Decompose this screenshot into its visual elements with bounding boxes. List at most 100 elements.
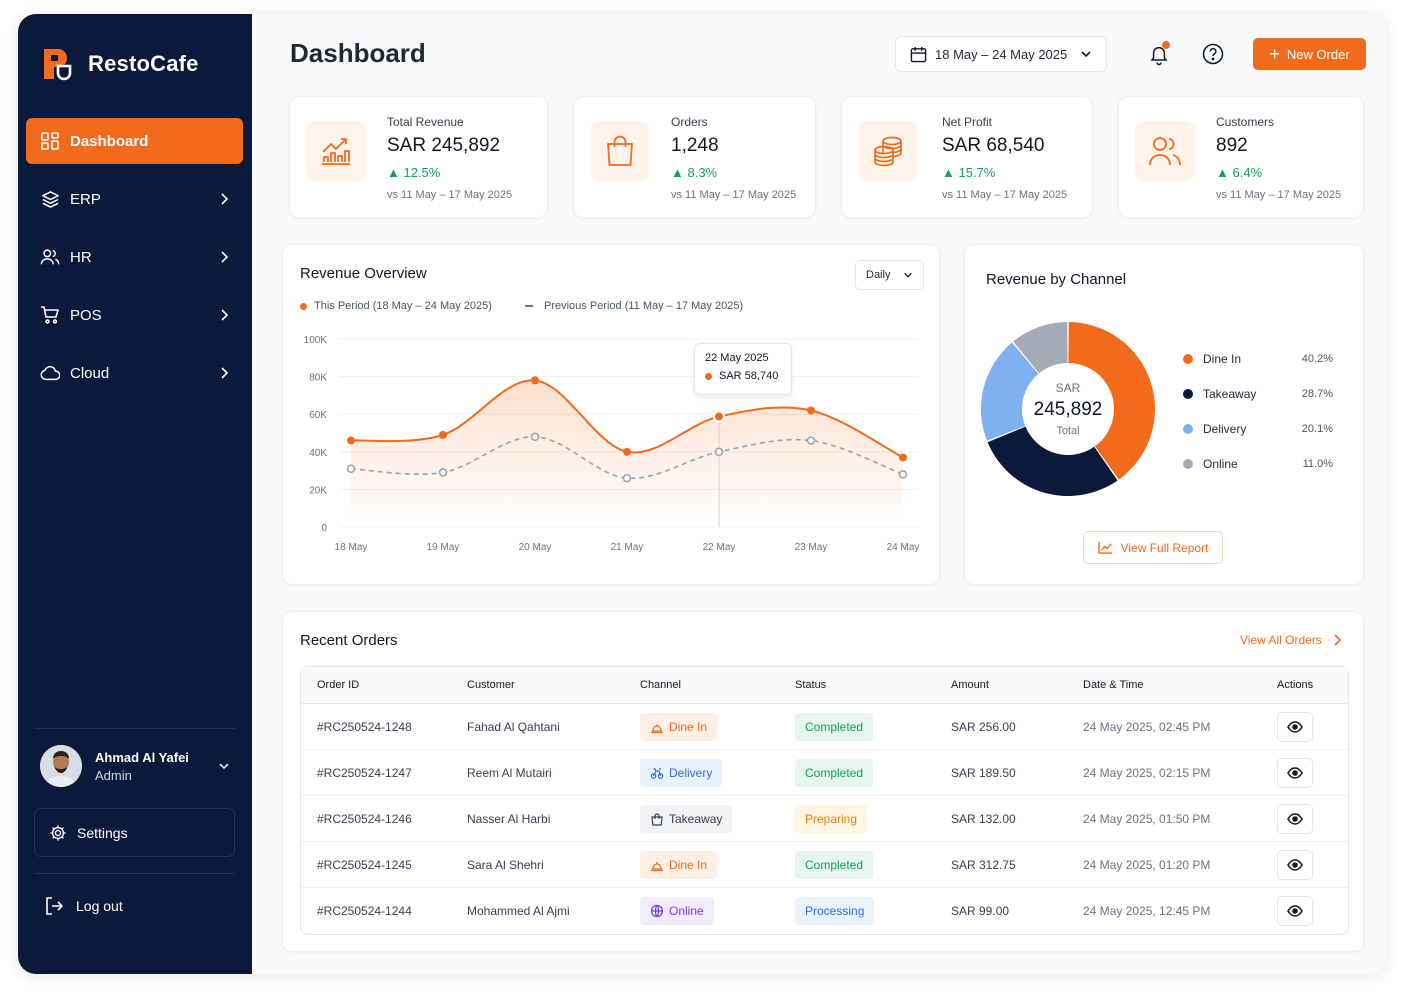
- sidebar-item-hr[interactable]: HR: [26, 234, 243, 280]
- kpi-compare: vs 11 May – 17 May 2025: [942, 189, 1068, 201]
- legend-label: Previous Period (11 May – 17 May 2025): [544, 300, 744, 312]
- data-point-this-period[interactable]: [531, 376, 539, 385]
- data-point-previous-period[interactable]: [806, 436, 816, 445]
- y-tick-label: 80K: [309, 373, 327, 384]
- channel-label: Takeaway: [669, 811, 723, 826]
- order-id: #RC250524-1246: [301, 796, 451, 842]
- eye-icon: [1287, 812, 1303, 825]
- data-point-previous-period[interactable]: [714, 447, 724, 457]
- view-order-button[interactable]: [1277, 849, 1313, 880]
- kpi-change-value: 15.7%: [958, 165, 996, 180]
- data-point-previous-period[interactable]: [530, 432, 540, 442]
- sidebar-item-dashboard[interactable]: Dashboard: [26, 118, 243, 164]
- user-profile[interactable]: Ahmad Al Yafei Admin: [40, 744, 230, 788]
- bicycle-icon: [650, 767, 664, 779]
- date-time: 24 May 2025, 01:50 PM: [1067, 796, 1261, 842]
- legend-value: 20.1%: [1301, 422, 1333, 435]
- sidebar-item-cloud[interactable]: Cloud: [26, 350, 243, 396]
- chevron-right-icon: [221, 309, 229, 321]
- help-icon[interactable]: [1202, 43, 1224, 65]
- data-point-this-period[interactable]: [439, 430, 447, 439]
- x-tick-label: 18 May: [335, 542, 368, 553]
- legend-dot: [1183, 353, 1193, 364]
- chevron-right-icon: [221, 367, 229, 379]
- new-order-button[interactable]: + New Order: [1253, 38, 1366, 70]
- view-full-report-button[interactable]: View Full Report: [1083, 531, 1223, 564]
- table-row[interactable]: #RC250524-1244 Mohammed Al Ajmi Online Proc…: [301, 888, 1348, 934]
- view-order-button[interactable]: [1277, 711, 1313, 742]
- sidebar-item-erp[interactable]: ERP: [26, 176, 243, 222]
- settings-button[interactable]: Settings: [34, 808, 235, 857]
- data-point-previous-period[interactable]: [438, 468, 448, 477]
- kpi-change-value: 12.5%: [403, 165, 441, 180]
- chevron-down-icon[interactable]: [218, 760, 230, 772]
- view-order-button[interactable]: [1277, 803, 1313, 834]
- kpi-label: Orders: [671, 115, 708, 129]
- new-order-label: New Order: [1286, 46, 1350, 62]
- donut-slice-online[interactable]: [1013, 322, 1068, 374]
- donut-legend: Dine In 40.2% Takeaway 28.7% Delivery 20.1%…: [1183, 341, 1333, 481]
- view-order-button[interactable]: [1277, 896, 1313, 926]
- column-header: Channel: [624, 667, 779, 704]
- table-row[interactable]: #RC250524-1247 Reem Al Mutairi Delivery Com…: [301, 750, 1348, 796]
- channel-donut-chart[interactable]: [968, 309, 1168, 509]
- view-full-report-label: View Full Report: [1120, 540, 1209, 555]
- kpi-value: 1,248: [671, 135, 719, 156]
- data-point-this-period[interactable]: [807, 406, 815, 415]
- data-point-previous-period[interactable]: [346, 464, 356, 474]
- table-row[interactable]: #RC250524-1246 Nasser Al Harbi Takeaway Pre…: [301, 796, 1348, 842]
- revenue-overview-card: Revenue Overview Daily This Period (18 M…: [282, 244, 940, 585]
- donut-center: SAR 245,892 Total: [1018, 381, 1118, 437]
- up-arrow-icon: ▲: [1216, 165, 1233, 180]
- x-tick-label: 24 May: [887, 542, 920, 553]
- tooltip-date: 22 May 2025: [705, 352, 769, 364]
- channel-label: Delivery: [669, 765, 713, 780]
- customer-name: Reem Al Mutairi: [451, 750, 624, 796]
- up-arrow-icon: ▲: [387, 165, 404, 180]
- kpi-value: SAR 245,892: [387, 135, 501, 156]
- data-point-this-period[interactable]: [713, 410, 725, 423]
- view-all-orders-link[interactable]: View All Orders: [1240, 633, 1342, 647]
- legend-dash: [525, 305, 533, 307]
- donut-slice-delivery[interactable]: [981, 342, 1039, 441]
- legend-item-takeaway: Takeaway 28.7%: [1183, 376, 1333, 411]
- revenue-line-chart[interactable]: 100K 80K 60K 40K 20K 0 18 May 19 May 20 May 21 Ma…: [283, 245, 941, 586]
- channel-badge: Online: [640, 897, 714, 925]
- period-select[interactable]: Daily: [855, 260, 924, 290]
- status-badge: Processing: [795, 897, 875, 925]
- date-range-picker[interactable]: 18 May – 24 May 2025: [895, 36, 1107, 72]
- legend-dot: [300, 302, 307, 310]
- donut-center-label: SAR: [1055, 381, 1081, 395]
- data-point-previous-period[interactable]: [898, 470, 908, 479]
- legend-item-dine-in: Dine In 40.2%: [1183, 341, 1333, 376]
- data-point-previous-period[interactable]: [622, 473, 632, 483]
- card-title: Revenue by Channel: [986, 271, 1127, 288]
- donut-center-value: 245,892: [1033, 399, 1103, 420]
- donut-slice-takeaway[interactable]: [987, 426, 1118, 496]
- sidebar-item-pos[interactable]: POS: [26, 292, 243, 338]
- channel-cell: Delivery: [624, 750, 779, 796]
- chart-tooltip: 22 May 2025 SAR 58,740: [694, 343, 792, 395]
- avatar: [40, 745, 82, 787]
- sidebar-item-label: Cloud: [70, 364, 110, 382]
- chevron-right-icon: [221, 193, 229, 205]
- x-tick-label: 22 May: [703, 542, 736, 553]
- x-tick-label: 21 May: [611, 542, 644, 553]
- donut-slice-dine-in[interactable]: [1068, 322, 1155, 480]
- table-row[interactable]: #RC250524-1248 Fahad Al Qahtani Dine In Com…: [301, 704, 1348, 750]
- brand-logo[interactable]: RestoCafe: [40, 46, 199, 82]
- data-point-this-period[interactable]: [347, 436, 355, 445]
- actions-cell: [1261, 842, 1348, 888]
- sidebar: RestoCafe Dashboard ERP HR: [18, 14, 252, 974]
- data-point-this-period[interactable]: [899, 453, 907, 462]
- view-order-button[interactable]: [1277, 757, 1313, 788]
- actions-cell: [1261, 796, 1348, 842]
- notification-button[interactable]: [1148, 41, 1170, 66]
- legend-label: Dine In: [1203, 351, 1242, 366]
- data-point-this-period[interactable]: [623, 447, 631, 456]
- date-time: 24 May 2025, 02:45 PM: [1067, 704, 1261, 750]
- legend-label: Takeaway: [1203, 386, 1257, 401]
- table-row[interactable]: #RC250524-1245 Sara Al Shehri Dine In Compl…: [301, 842, 1348, 888]
- layers-icon: [40, 189, 60, 209]
- logout-button[interactable]: Log out: [44, 896, 123, 916]
